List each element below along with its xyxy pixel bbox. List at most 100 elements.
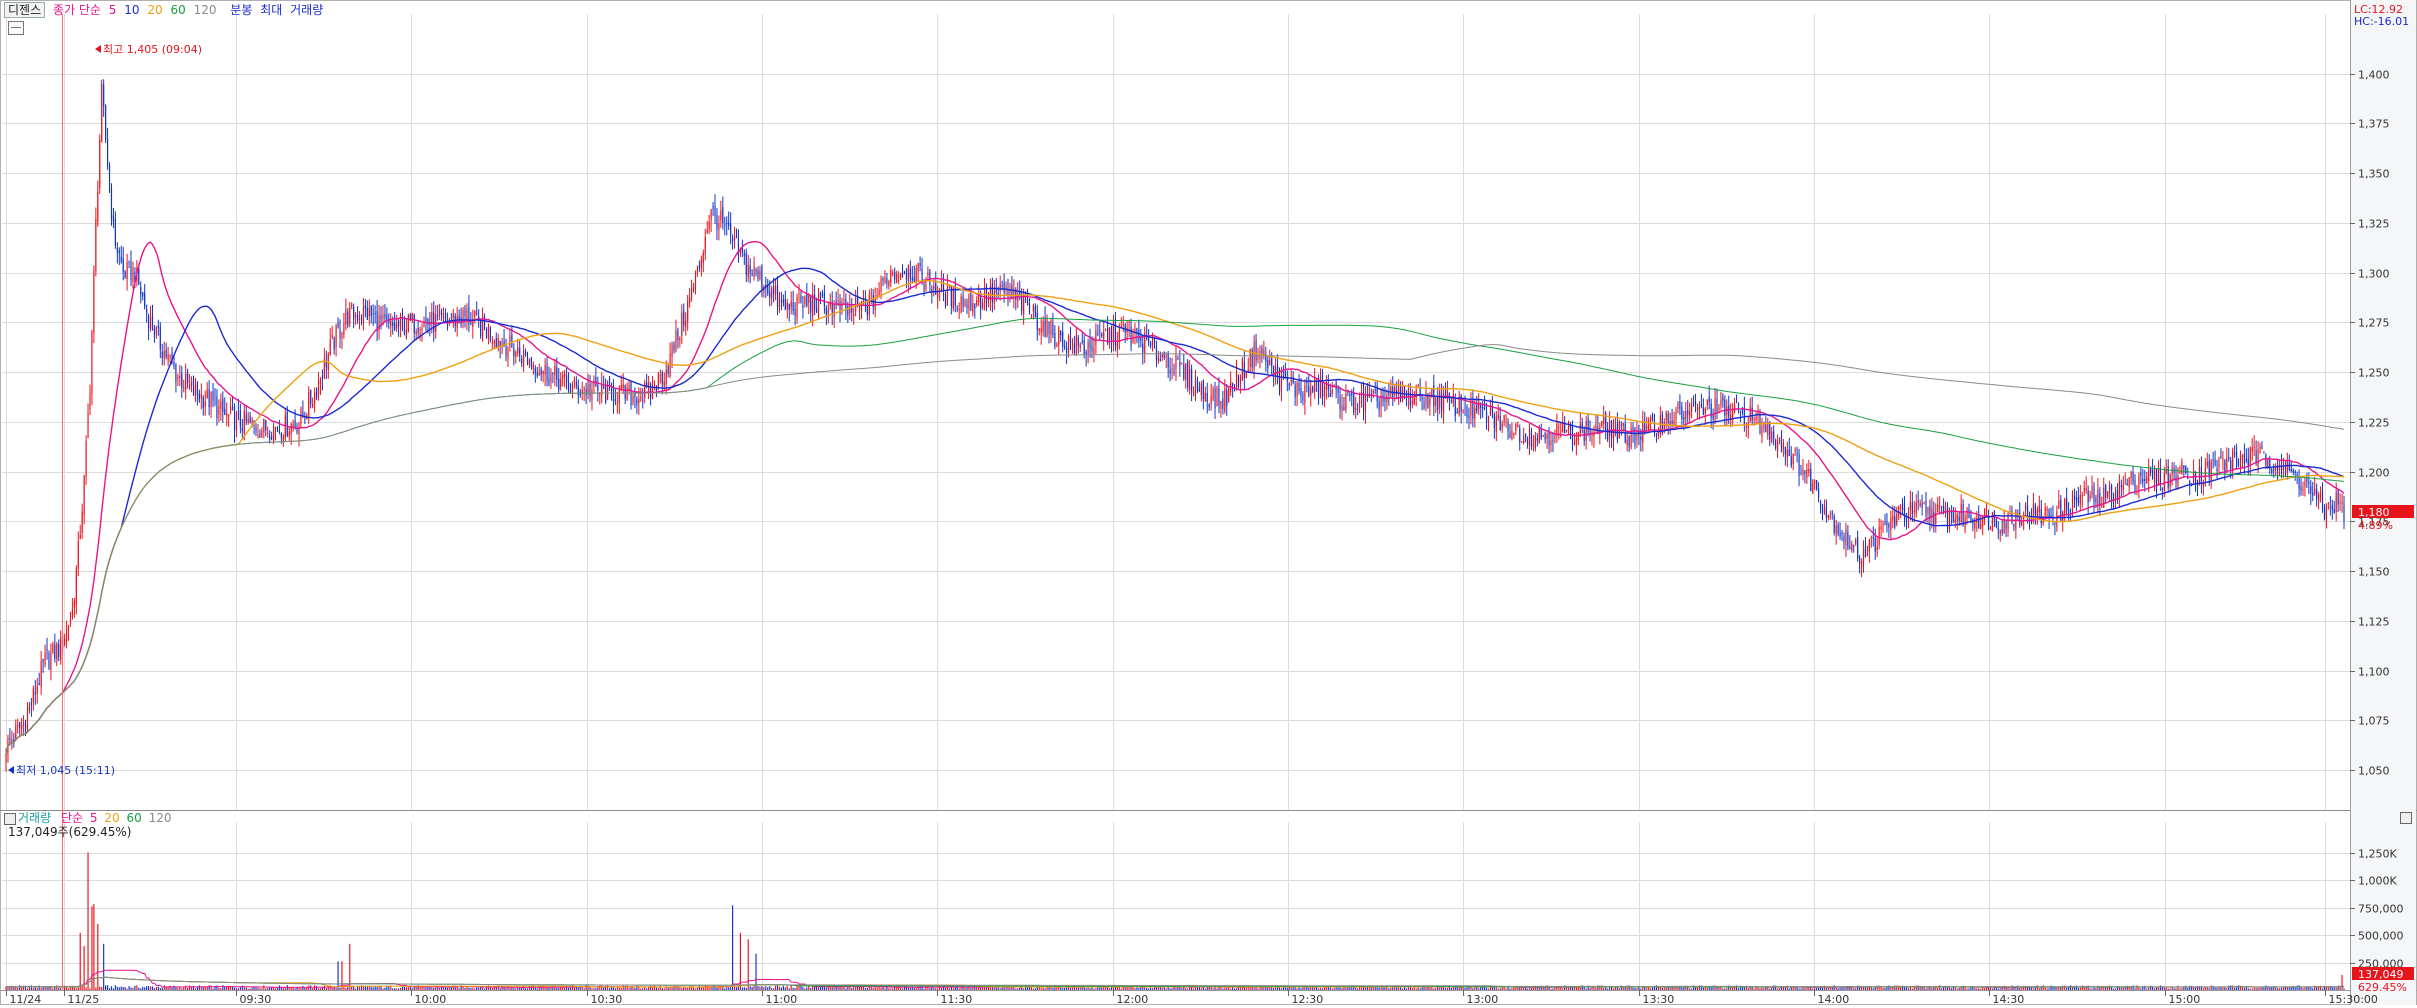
candle-body (956, 308, 958, 310)
option-max[interactable]: 최대 (260, 3, 283, 17)
candle-body (849, 305, 851, 314)
volume-bar (1759, 988, 1761, 990)
volume-bar (2226, 988, 2228, 990)
volume-bar (1659, 987, 1661, 990)
volume-bar (1394, 985, 1396, 990)
candle-body (1800, 473, 1802, 475)
candle-body (737, 238, 740, 256)
candle-body (2058, 501, 2060, 509)
option-minute-candle[interactable]: 분봉 (230, 3, 253, 17)
volume-ma-120[interactable]: 120 (148, 811, 172, 825)
candle-body (237, 410, 240, 412)
candle-body (2241, 455, 2244, 458)
volume-ma-5[interactable]: 5 (89, 811, 98, 825)
volume-bar (1400, 987, 1402, 990)
volume-bar (179, 986, 181, 990)
volume-bar (177, 987, 179, 990)
volume-ma-20[interactable]: 20 (104, 811, 120, 825)
candle-body (1364, 395, 1367, 413)
time-tick-label: 11:00 (766, 993, 798, 1005)
volume-bar (1300, 988, 1302, 990)
volume-bar (1196, 987, 1199, 990)
candle-body (405, 329, 407, 339)
price-ma-5[interactable]: 5 (108, 3, 117, 17)
volume-bar (956, 986, 958, 990)
candle-body (774, 286, 777, 295)
candle-body (210, 392, 212, 407)
candle-body (1943, 506, 1945, 512)
volume-bar (2099, 986, 2101, 990)
volume-bar (1009, 987, 1011, 990)
candle-body (64, 638, 66, 646)
volume-bar (280, 987, 282, 990)
candle-body (2011, 510, 2013, 523)
volume-bar (1476, 985, 1478, 990)
volume-pane-close-icon[interactable] (2400, 812, 2412, 824)
volume-bar (99, 986, 101, 990)
candle-body (1655, 433, 1658, 435)
volume-bar (1847, 985, 1849, 990)
price-ma-60[interactable]: 60 (170, 3, 186, 17)
candle-body (1435, 397, 1437, 406)
volume-ma-60[interactable]: 60 (126, 811, 142, 825)
candle-body (685, 320, 687, 327)
volume-bar (526, 988, 529, 990)
volume-bar (1737, 988, 1740, 990)
price-ma-20[interactable]: 20 (147, 3, 163, 17)
candle-body (1333, 384, 1335, 387)
candle-body (2185, 465, 2187, 473)
candle-body (982, 302, 984, 308)
volume-bar (733, 986, 736, 990)
candle-body (640, 397, 642, 399)
volume-bar (1491, 987, 1493, 990)
volume-bar (276, 987, 279, 990)
candle-body (1177, 358, 1179, 360)
volume-bar (1030, 987, 1033, 990)
stock-name-tab[interactable]: 디젠스 (4, 2, 46, 18)
volume-bar (944, 987, 947, 990)
volume-bar (1970, 986, 1972, 990)
volume-bar (2142, 986, 2144, 990)
volume-bar (2175, 988, 2177, 990)
volume-bar (651, 987, 654, 990)
price-ma-10[interactable]: 10 (124, 3, 140, 17)
time-tick-label: 13:30 (1643, 993, 1675, 1005)
price-ma-120[interactable]: 120 (193, 3, 217, 17)
volume-bar (1821, 987, 1824, 990)
time-tick-label: 11:30 (941, 993, 973, 1005)
volume-toggle-icon[interactable] (4, 813, 16, 825)
candle-body (1442, 393, 1445, 413)
volume-bar (808, 986, 810, 990)
candle-body (1798, 453, 1800, 476)
candle-body (386, 314, 388, 320)
volume-bar (122, 987, 124, 990)
volume-bar (1288, 986, 1290, 990)
candle-body (776, 284, 779, 307)
candle-body (1866, 554, 1869, 556)
volume-bar (1489, 987, 1492, 990)
volume-bar (2032, 988, 2035, 990)
volume-bar (2148, 986, 2150, 990)
volume-bar (587, 985, 589, 990)
volume-bar (1339, 985, 1341, 990)
candle-body (2292, 469, 2294, 473)
volume-bar (105, 985, 107, 990)
volume-bar (1935, 986, 1937, 990)
volume-bar (1735, 985, 1738, 990)
candle-body (1358, 401, 1361, 403)
volume-bar (1982, 986, 1984, 990)
candle-body (181, 373, 183, 388)
volume-bar (1943, 987, 1945, 990)
candle-body (132, 267, 134, 282)
candle-body (1149, 342, 1152, 347)
grid-settings-icon[interactable] (8, 21, 24, 35)
volume-bar (202, 986, 204, 990)
volume-bar (1952, 987, 1954, 990)
candle-body (2038, 505, 2040, 513)
option-volume[interactable]: 거래량 (290, 3, 324, 17)
volume-bar (206, 986, 208, 990)
candle-body (1837, 524, 1839, 534)
candle-body (1763, 423, 1765, 429)
